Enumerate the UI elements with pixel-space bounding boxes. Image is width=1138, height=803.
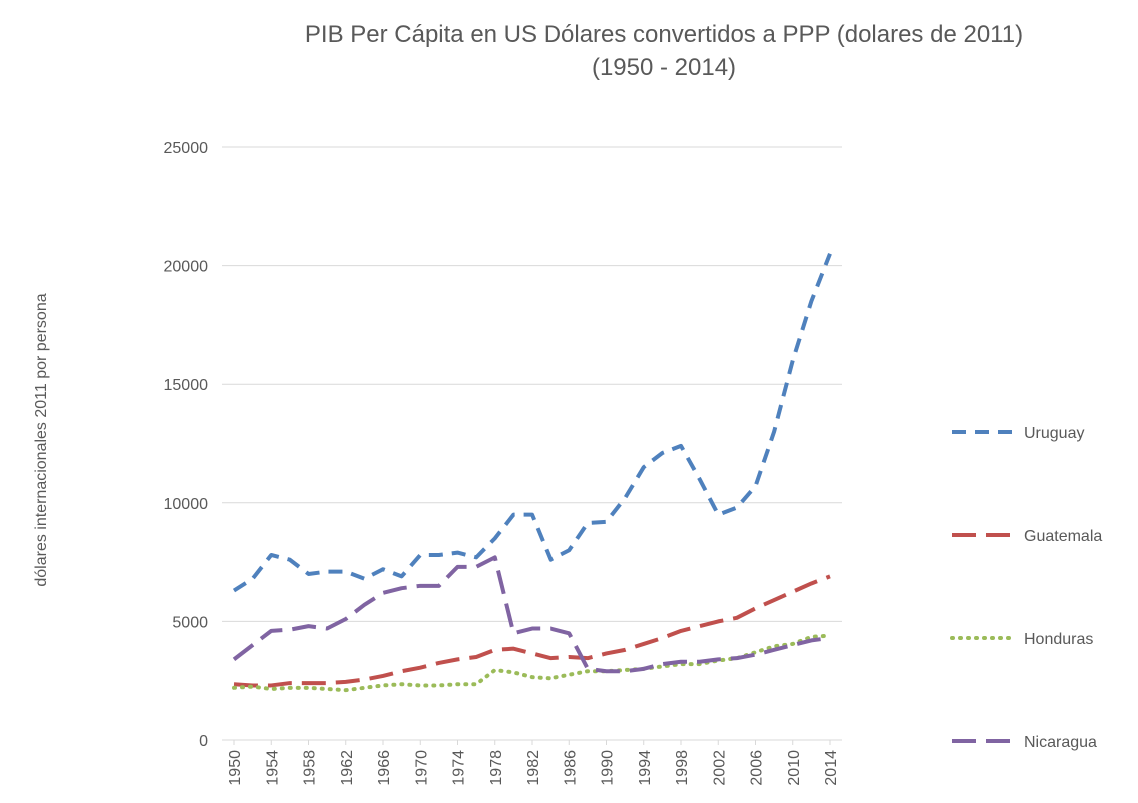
x-tick-label: 1962 (339, 750, 356, 786)
x-tick-label: 1958 (302, 750, 319, 786)
chart-subtitle: (1950 - 2014) (592, 54, 736, 81)
x-tick-label: 2010 (786, 750, 803, 786)
x-tick-label: 1986 (562, 750, 579, 786)
legend-label: Uruguay (1024, 425, 1084, 442)
series-line (232, 253, 832, 593)
y-tick-label: 15000 (164, 377, 209, 394)
x-tick-label: 2002 (711, 750, 728, 786)
x-tick-label: 1966 (376, 750, 393, 786)
series-line (232, 555, 831, 674)
legend-label: Honduras (1024, 631, 1093, 648)
x-tick-label: 1954 (264, 750, 281, 786)
legend-label: Guatemala (1024, 528, 1102, 545)
x-tick-label: 1950 (227, 750, 244, 786)
chart-title: PIB Per Cápita en US Dólares convertidos… (305, 21, 1023, 48)
y-tick-label: 0 (199, 733, 208, 750)
series-line (233, 574, 831, 688)
series-line (232, 633, 832, 693)
x-tick-label: 1994 (637, 750, 654, 786)
x-tick-label: 2014 (823, 750, 840, 786)
legend-label: Nicaragua (1024, 734, 1097, 751)
x-tick-label: 1974 (451, 750, 468, 786)
x-tick-label: 2006 (749, 750, 766, 786)
y-tick-label: 25000 (164, 140, 209, 157)
y-tick-label: 5000 (172, 614, 208, 631)
x-tick-label: 1978 (488, 750, 505, 786)
y-axis-label: dólares internacionales 2011 por persona (33, 293, 50, 586)
y-tick-label: 20000 (164, 259, 209, 276)
x-tick-label: 1990 (600, 750, 617, 786)
x-tick-label: 1998 (674, 750, 691, 786)
x-tick-label: 1970 (413, 750, 430, 786)
x-tick-label: 1982 (525, 750, 542, 786)
y-tick-label: 10000 (164, 496, 209, 513)
